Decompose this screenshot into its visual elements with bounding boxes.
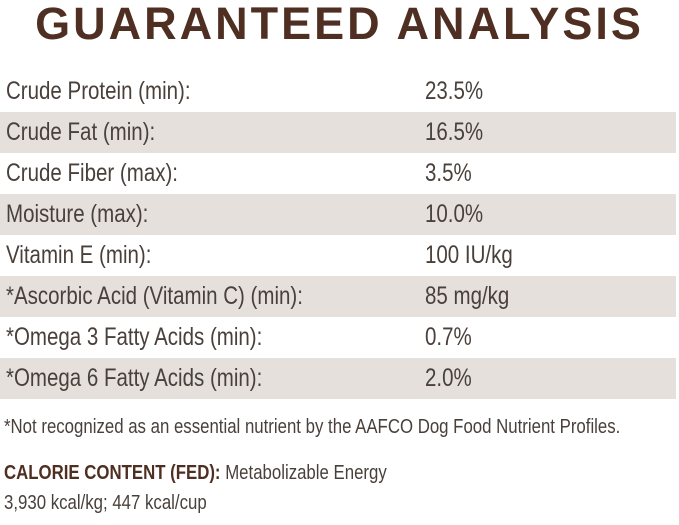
row-label: *Omega 6 Fatty Acids (min): (6, 364, 263, 392)
table-row: Vitamin E (min): 100 IU/kg (0, 235, 676, 276)
row-value: 16.5% (425, 118, 484, 146)
table-row: Crude Protein (min): 23.5% (0, 71, 676, 112)
table-row: Crude Fat (min): 16.5% (0, 112, 676, 153)
row-value: 2.0% (425, 364, 472, 392)
row-label: *Omega 3 Fatty Acids (min): (6, 323, 263, 351)
footnote: *Not recognized as an essential nutrient… (4, 416, 621, 438)
table-row: *Omega 3 Fatty Acids (min): 0.7% (0, 317, 676, 358)
table-row: *Omega 6 Fatty Acids (min): 2.0% (0, 358, 676, 399)
row-label: Vitamin E (min): (6, 241, 152, 269)
row-value: 10.0% (425, 200, 484, 228)
row-value: 23.5% (425, 77, 484, 105)
calorie-content: CALORIE CONTENT (FED): Metabolizable Ene… (4, 462, 387, 485)
row-label: Crude Protein (min): (6, 77, 191, 105)
page-title: GUARANTEED ANALYSIS (35, 0, 644, 49)
table-row: Crude Fiber (max): 3.5% (0, 153, 676, 194)
row-value: 100 IU/kg (425, 241, 513, 269)
row-label: Moisture (max): (6, 200, 149, 228)
row-value: 0.7% (425, 323, 472, 351)
row-value: 3.5% (425, 159, 472, 187)
row-label: Crude Fiber (max): (6, 159, 179, 187)
row-label: Crude Fat (min): (6, 118, 156, 146)
row-value: 85 mg/kg (425, 282, 510, 310)
calorie-line1: Metabolizable Energy (220, 462, 387, 484)
table-row: Moisture (max): 10.0% (0, 194, 676, 235)
analysis-table: Crude Protein (min): 23.5% Crude Fat (min… (0, 71, 676, 399)
calorie-line2: 3,930 kcal/kg; 447 kcal/cup (4, 492, 207, 514)
calorie-heading: CALORIE CONTENT (FED): (4, 462, 221, 484)
row-label: *Ascorbic Acid (Vitamin C) (min): (6, 282, 303, 310)
table-row: *Ascorbic Acid (Vitamin C) (min): 85 mg/k… (0, 276, 676, 317)
